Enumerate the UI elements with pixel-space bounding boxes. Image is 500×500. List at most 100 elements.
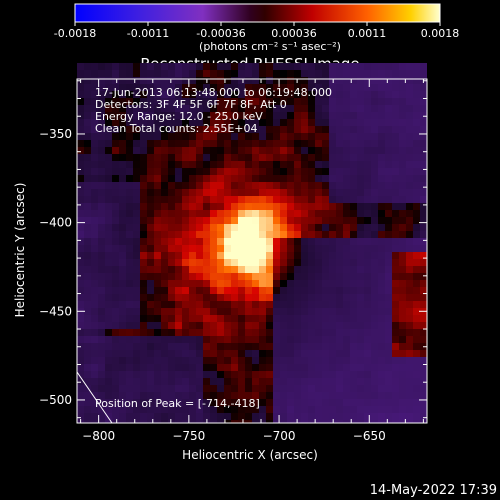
image-pixel	[364, 147, 371, 154]
image-pixel	[308, 371, 315, 378]
image-pixel	[287, 315, 294, 322]
image-pixel	[217, 182, 224, 189]
image-pixel	[357, 252, 364, 259]
image-pixel	[154, 371, 161, 378]
image-pixel	[224, 322, 231, 329]
image-pixel	[182, 168, 189, 175]
image-pixel	[364, 350, 371, 357]
image-pixel	[168, 224, 175, 231]
image-pixel	[301, 308, 308, 315]
image-pixel	[273, 112, 280, 119]
y-tick-label: −500	[39, 393, 72, 407]
info-clean-counts: Clean Total counts: 2.55E+04	[95, 122, 258, 135]
image-pixel	[385, 217, 392, 224]
image-pixel	[203, 203, 210, 210]
image-pixel	[189, 252, 196, 259]
image-pixel	[413, 406, 420, 413]
image-pixel	[371, 273, 378, 280]
image-pixel	[280, 378, 287, 385]
image-pixel	[371, 280, 378, 287]
image-pixel	[105, 392, 112, 399]
image-pixel	[336, 224, 343, 231]
image-pixel	[182, 161, 189, 168]
image-pixel	[315, 336, 322, 343]
image-pixel	[357, 217, 364, 224]
image-pixel	[259, 210, 266, 217]
image-pixel	[301, 385, 308, 392]
image-pixel	[84, 413, 91, 420]
image-pixel	[105, 203, 112, 210]
image-pixel	[203, 287, 210, 294]
image-pixel	[168, 238, 175, 245]
image-pixel	[385, 147, 392, 154]
image-pixel	[294, 308, 301, 315]
image-pixel	[203, 189, 210, 196]
image-pixel	[308, 364, 315, 371]
image-pixel	[266, 406, 273, 413]
image-pixel	[196, 329, 203, 336]
image-pixel	[217, 105, 224, 112]
image-pixel	[77, 70, 84, 77]
image-pixel	[266, 273, 273, 280]
image-pixel	[98, 266, 105, 273]
y-tick-label: −350	[39, 127, 72, 141]
image-pixel	[77, 175, 84, 182]
image-pixel	[385, 189, 392, 196]
image-pixel	[329, 301, 336, 308]
image-pixel	[399, 119, 406, 126]
image-pixel	[399, 378, 406, 385]
image-pixel	[126, 217, 133, 224]
image-pixel	[189, 273, 196, 280]
image-pixel	[259, 140, 266, 147]
image-pixel	[196, 406, 203, 413]
image-pixel	[259, 378, 266, 385]
image-pixel	[385, 182, 392, 189]
image-pixel	[119, 280, 126, 287]
image-pixel	[357, 392, 364, 399]
image-pixel	[273, 182, 280, 189]
image-pixel	[203, 266, 210, 273]
image-pixel	[161, 182, 168, 189]
image-pixel	[413, 161, 420, 168]
image-pixel	[182, 105, 189, 112]
image-pixel	[294, 84, 301, 91]
image-pixel	[126, 329, 133, 336]
image-pixel	[140, 63, 147, 70]
image-pixel	[168, 322, 175, 329]
image-pixel	[189, 91, 196, 98]
image-pixel	[287, 259, 294, 266]
image-pixel	[91, 147, 98, 154]
image-pixel	[308, 231, 315, 238]
image-pixel	[336, 371, 343, 378]
image-pixel	[168, 308, 175, 315]
image-pixel	[210, 217, 217, 224]
image-pixel	[175, 112, 182, 119]
image-pixel	[245, 224, 252, 231]
image-pixel	[245, 189, 252, 196]
image-pixel	[252, 322, 259, 329]
image-pixel	[217, 301, 224, 308]
image-pixel	[406, 420, 413, 423]
image-pixel	[168, 154, 175, 161]
image-pixel	[336, 245, 343, 252]
plot-frame	[76, 78, 428, 424]
info-block: 17-Jun-2013 06:13:48.000 to 06:19:48.000…	[95, 86, 332, 135]
image-pixel	[147, 203, 154, 210]
image-pixel	[224, 70, 231, 77]
image-pixel	[399, 140, 406, 147]
image-pixel	[154, 364, 161, 371]
image-pixel	[329, 161, 336, 168]
image-pixel	[133, 182, 140, 189]
image-pixel	[154, 217, 161, 224]
image-pixel	[392, 119, 399, 126]
image-pixel	[287, 147, 294, 154]
image-pixel	[378, 245, 385, 252]
image-pixel	[84, 112, 91, 119]
image-pixel	[196, 364, 203, 371]
image-pixel	[175, 301, 182, 308]
image-pixel	[217, 273, 224, 280]
image-pixel	[77, 245, 84, 252]
image-pixel	[224, 406, 231, 413]
image-pixel	[420, 378, 427, 385]
image-pixel	[357, 189, 364, 196]
